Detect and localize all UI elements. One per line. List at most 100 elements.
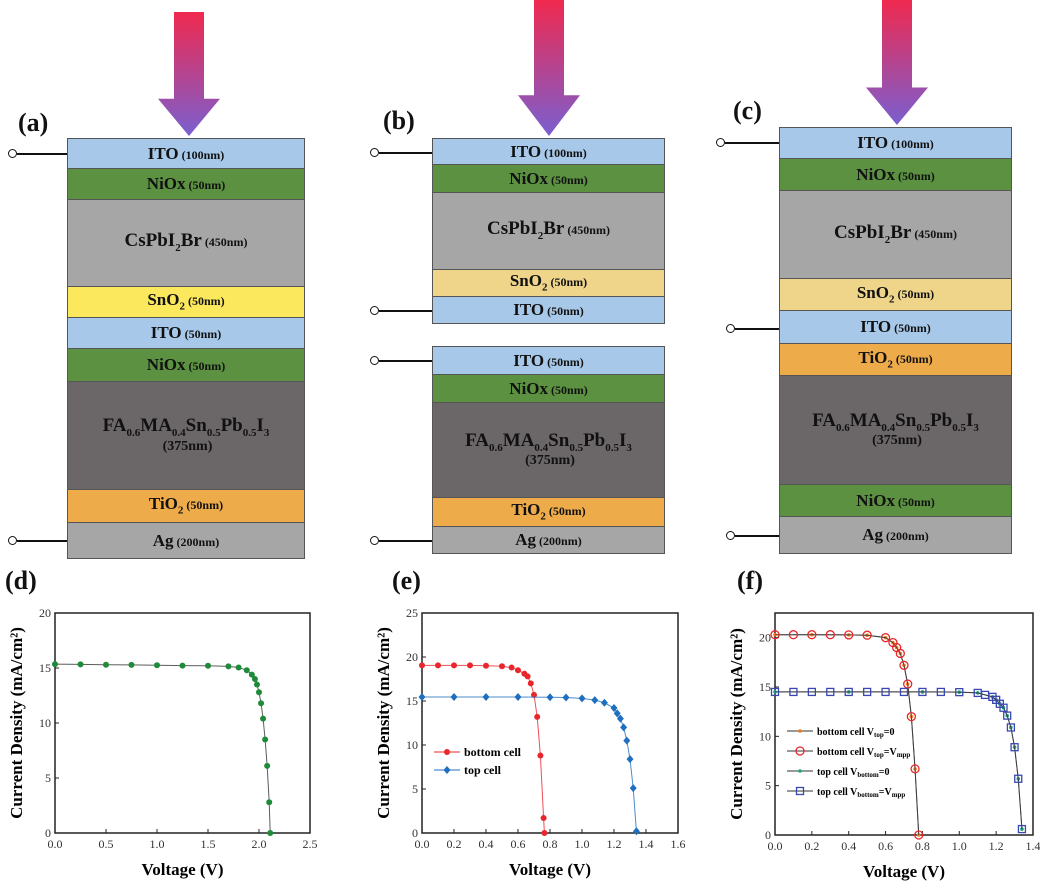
data-point (623, 736, 631, 745)
layer-niox: NiOx (50nm) (432, 374, 665, 403)
data-point (524, 673, 531, 680)
data-point (862, 687, 872, 697)
layer-name: TiO2 (511, 500, 546, 523)
data-point (620, 723, 628, 732)
x-tick-label: 1.0 (575, 837, 590, 851)
electrode-wire (735, 328, 779, 330)
y-axis-label: Current Density (mA/cm²) (727, 628, 746, 820)
layer-name: NiOx (509, 168, 549, 188)
x-tick-label: 0.5 (99, 837, 114, 851)
data-point (262, 736, 269, 743)
layer-label: NiOx (50nm) (856, 491, 934, 510)
data-point (1014, 774, 1023, 783)
layer-thickness: (50nm) (187, 294, 225, 309)
data-point (910, 764, 920, 774)
layer-name: ITO (860, 317, 892, 337)
data-point (179, 662, 186, 669)
layer-name: CsPbI2Br (124, 230, 202, 255)
layer-thickness: (50nm) (186, 498, 224, 513)
data-point (251, 676, 258, 682)
layer-label: ITO (100nm) (148, 144, 225, 163)
data-point (899, 660, 909, 670)
layer-fa06ma04sn05pb05i3: FA0.6MA0.4Sn0.5Pb0.5I3 (375nm) (432, 402, 665, 498)
layer-fa06ma04sn05pb05i3: FA0.6MA0.4Sn0.5Pb0.5I3 (375nm) (779, 375, 1012, 485)
data-point (906, 711, 917, 722)
layer-thickness: (50nm) (548, 504, 586, 519)
legend-label: bottom cell (464, 745, 522, 759)
data-point (629, 784, 637, 793)
layer-thickness: (375nm) (525, 453, 575, 469)
terminal-icon (370, 148, 379, 157)
y-axis-label: Current Density (mA/cm²) (374, 627, 393, 819)
layer-label: Ag (200nm) (153, 531, 219, 550)
layer-ag: Ag (200nm) (67, 522, 305, 559)
data-point (205, 662, 211, 669)
layer-name: NiOx (146, 174, 186, 194)
layer-name: SnO2 (856, 282, 895, 305)
data-point (467, 662, 473, 669)
data-point (798, 729, 802, 733)
data-point (52, 661, 58, 668)
data-point (844, 687, 853, 697)
x-tick-label: 2.5 (303, 837, 318, 851)
terminal-icon (370, 306, 379, 315)
layer-thickness: (50nm) (547, 304, 584, 319)
layer-niox: NiOx (50nm) (779, 158, 1012, 191)
x-tick-label: 0.4 (479, 837, 494, 851)
legend-label: bottom cell Vtop=Vmpp (817, 747, 910, 759)
data-point (267, 830, 274, 836)
layer-thickness: (50nm) (897, 286, 935, 301)
chart-d: 0.0 0.5 1.0 1.5 2.0 2.5 0 5 10 15 20 Voltage (V) Cur… (7, 606, 318, 879)
terminal-icon (8, 149, 17, 158)
layer-label: FA0.6MA0.4Sn0.5Pb0.5I3 (103, 416, 270, 439)
data-point (1006, 723, 1016, 732)
data-point (591, 696, 599, 705)
y-tick-label: 0 (45, 826, 51, 840)
data-point (798, 769, 802, 773)
layer-name: ITO (150, 323, 182, 343)
legend-label: top cell Vbottom=0 (817, 767, 889, 779)
layer-name: SnO2 (509, 271, 548, 294)
layer-thickness: (375nm) (162, 438, 213, 454)
panel-label-c: (c) (733, 96, 762, 125)
layer-name: TiO2 (858, 347, 893, 370)
series-line (775, 691, 1023, 830)
layer-ito: ITO (100nm) (779, 127, 1012, 159)
layer-label: Ag (200nm) (515, 531, 581, 549)
panel-label-d: (d) (5, 566, 37, 595)
terminal-icon (726, 531, 735, 540)
layer-name: CsPbI2Br (834, 221, 912, 246)
data-point (531, 691, 537, 698)
layer-ito: ITO (50nm) (67, 317, 305, 349)
data-point (527, 680, 534, 687)
data-point (541, 830, 548, 836)
layer-thickness: (50nm) (550, 275, 588, 290)
layer-name: ITO (857, 133, 889, 153)
layer-label: SnO2 (50nm) (856, 282, 935, 306)
y-tick-label: 0 (412, 826, 418, 840)
data-point (613, 709, 621, 718)
data-point (881, 687, 890, 697)
series-1 (418, 693, 640, 836)
data-point (895, 648, 905, 659)
y-axis-label: Current Density (mA/cm²) (7, 627, 26, 819)
layer-name: CsPbI2Br (487, 218, 565, 243)
data-point (862, 630, 872, 640)
layer-label: ITO (50nm) (513, 301, 584, 319)
x-tick-label: 0.0 (415, 837, 430, 851)
layer-label: FA0.6MA0.4Sn0.5Pb0.5I3 (465, 431, 632, 454)
layer-thickness: (375nm) (872, 433, 922, 449)
x-tick-label: 2.0 (252, 837, 267, 851)
layer-name: TiO2 (148, 494, 184, 517)
layer-name: NiOx (146, 355, 186, 375)
data-point (788, 630, 799, 640)
x-tick-label: 1.4 (1026, 839, 1040, 853)
x-tick-label: 1.2 (989, 839, 1004, 853)
data-point (1003, 711, 1012, 720)
layer-label: NiOx (50nm) (147, 356, 225, 374)
electrode-wire (17, 540, 67, 542)
data-point (418, 693, 426, 702)
x-axis-label: Voltage (V) (863, 862, 945, 881)
layer-cspbi2br: CsPbI2Br (450nm) (779, 190, 1012, 279)
data-point (499, 663, 505, 670)
